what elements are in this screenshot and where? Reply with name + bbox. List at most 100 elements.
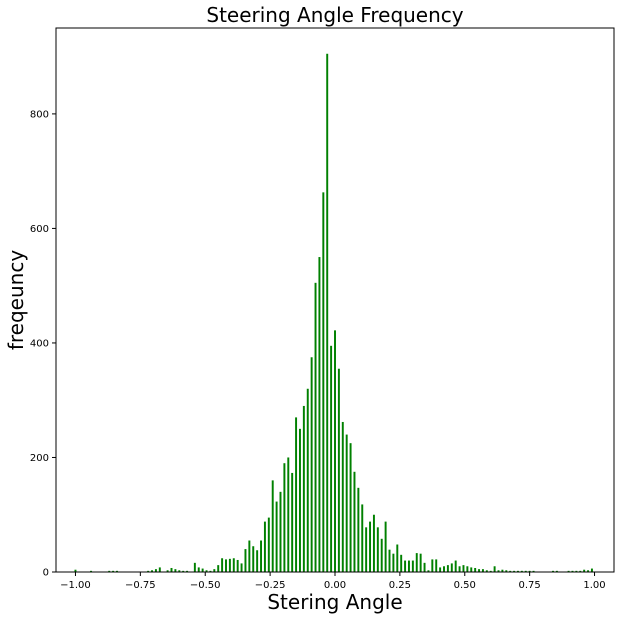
bar [291,472,294,572]
bar [221,558,224,572]
bar [427,570,430,572]
bar [112,570,115,572]
bar [583,569,586,572]
bar [260,540,263,572]
bar [415,553,418,572]
bar [489,570,492,572]
bar [147,570,150,572]
bar [528,570,531,572]
bar [380,538,383,572]
bar [341,421,344,572]
bar [520,570,523,572]
bar [435,559,438,572]
bar [431,559,434,572]
bar [517,570,519,572]
bar [497,570,500,572]
bar [345,434,348,572]
bar [306,388,309,572]
bar [419,553,422,572]
bar [217,565,220,572]
bar [357,487,360,572]
bar [287,457,290,572]
bar [587,570,590,572]
bar [372,514,375,572]
bar [353,471,356,572]
bar [186,570,189,572]
bar [571,570,574,572]
x-tick-label: 0.25 [389,580,411,591]
bar [236,559,239,572]
bar [567,570,570,572]
bar [330,345,333,572]
bar [454,560,457,572]
bar [411,560,414,572]
bar [322,192,325,572]
bar [396,544,399,572]
bar [337,368,340,572]
bar [151,570,153,572]
bar [532,570,535,572]
bar [279,491,282,572]
bar [423,562,426,572]
bar [108,570,111,572]
bar [174,569,177,572]
bar [225,559,227,572]
bar [298,428,301,572]
x-tick-label: −0.75 [125,580,156,591]
bar [590,568,593,572]
bar [388,549,391,572]
plot-frame [55,27,615,573]
bar [295,417,298,572]
bar [365,527,368,572]
bar [474,567,477,572]
bar [283,463,286,572]
bar [470,567,473,572]
bar [493,566,496,572]
bar [349,443,352,572]
bar [443,566,445,572]
bar [116,570,118,572]
bar [201,568,204,572]
bar [158,567,161,572]
bar [462,565,465,572]
bar [446,565,449,572]
bar [555,570,558,572]
y-tick-label: 800 [30,109,49,120]
bar [193,562,196,572]
bar [271,480,274,572]
bar [275,501,278,572]
bar [384,521,387,572]
bar [318,257,321,572]
bar [263,521,266,572]
x-tick-label: 0.75 [519,580,541,591]
bar [240,563,243,572]
bar [244,549,247,572]
bars-group [74,53,593,572]
bar [209,570,212,572]
bar [450,563,453,572]
bar [170,567,173,572]
bar [404,560,407,572]
bar [310,357,313,572]
bar [314,282,317,572]
bar [74,569,77,572]
bar [90,570,93,572]
x-ticks-group: −1.00 −0.75 −0.50 −0.25 0.00 0.25 0.50 0.75 1.00 [60,572,606,591]
bar [166,570,169,572]
bar [302,405,305,572]
bar [478,569,481,572]
bar [178,570,181,572]
y-tick-label: 200 [30,453,49,464]
bar [575,570,578,572]
y-ticks-group: 0 200 400 600 800 [30,109,56,579]
x-tick-label: −0.50 [190,580,221,591]
y-tick-label: 400 [30,338,49,349]
bar [197,567,200,572]
bar [579,570,582,572]
bar [509,570,512,572]
y-tick-label: 0 [43,568,49,579]
bar [361,504,364,572]
bar [334,330,336,572]
bar [267,517,270,572]
